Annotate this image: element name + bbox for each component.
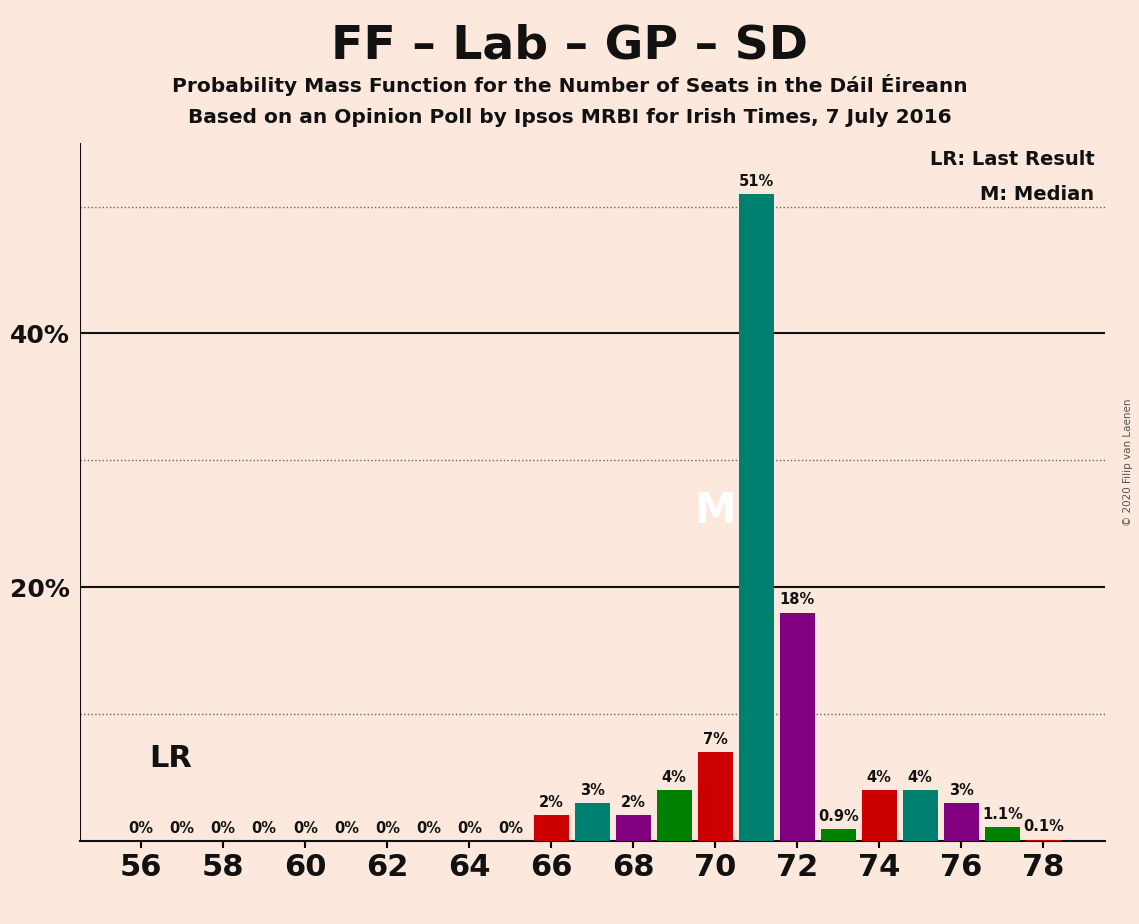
Text: FF – Lab – GP – SD: FF – Lab – GP – SD — [331, 23, 808, 68]
Text: M: M — [695, 490, 736, 532]
Text: LR: Last Result: LR: Last Result — [929, 151, 1095, 169]
Bar — [575, 803, 609, 841]
Text: 0%: 0% — [252, 821, 277, 836]
Text: 18%: 18% — [780, 592, 814, 607]
Bar — [862, 790, 896, 841]
Text: 0%: 0% — [375, 821, 400, 836]
Bar — [821, 830, 855, 841]
Text: 4%: 4% — [867, 770, 892, 785]
Text: 51%: 51% — [739, 174, 773, 188]
Text: 0%: 0% — [129, 821, 154, 836]
Bar — [698, 752, 732, 841]
Text: 0.9%: 0.9% — [818, 809, 859, 824]
Text: Based on an Opinion Poll by Ipsos MRBI for Irish Times, 7 July 2016: Based on an Opinion Poll by Ipsos MRBI f… — [188, 108, 951, 128]
Bar — [739, 194, 773, 841]
Text: M: Median: M: Median — [981, 185, 1095, 204]
Text: 1.1%: 1.1% — [982, 807, 1023, 821]
Text: 2%: 2% — [539, 796, 564, 810]
Bar — [657, 790, 691, 841]
Text: LR: LR — [149, 744, 192, 772]
Bar — [903, 790, 937, 841]
Text: 0%: 0% — [170, 821, 195, 836]
Text: 2%: 2% — [621, 796, 646, 810]
Text: 3%: 3% — [949, 783, 974, 797]
Text: 0%: 0% — [211, 821, 236, 836]
Text: 0.1%: 0.1% — [1023, 820, 1064, 834]
Bar — [944, 803, 978, 841]
Text: 0%: 0% — [498, 821, 523, 836]
Text: 4%: 4% — [662, 770, 687, 785]
Text: Probability Mass Function for the Number of Seats in the Dáil Éireann: Probability Mass Function for the Number… — [172, 74, 967, 96]
Text: © 2020 Filip van Laenen: © 2020 Filip van Laenen — [1123, 398, 1133, 526]
Bar — [616, 816, 650, 841]
Text: 4%: 4% — [908, 770, 933, 785]
Bar — [985, 827, 1019, 841]
Text: 3%: 3% — [580, 783, 605, 797]
Text: 0%: 0% — [457, 821, 482, 836]
Bar — [780, 613, 814, 841]
Text: 0%: 0% — [416, 821, 441, 836]
Text: 0%: 0% — [334, 821, 359, 836]
Bar — [1026, 840, 1060, 841]
Bar — [534, 816, 568, 841]
Text: 7%: 7% — [703, 732, 728, 747]
Text: 0%: 0% — [293, 821, 318, 836]
